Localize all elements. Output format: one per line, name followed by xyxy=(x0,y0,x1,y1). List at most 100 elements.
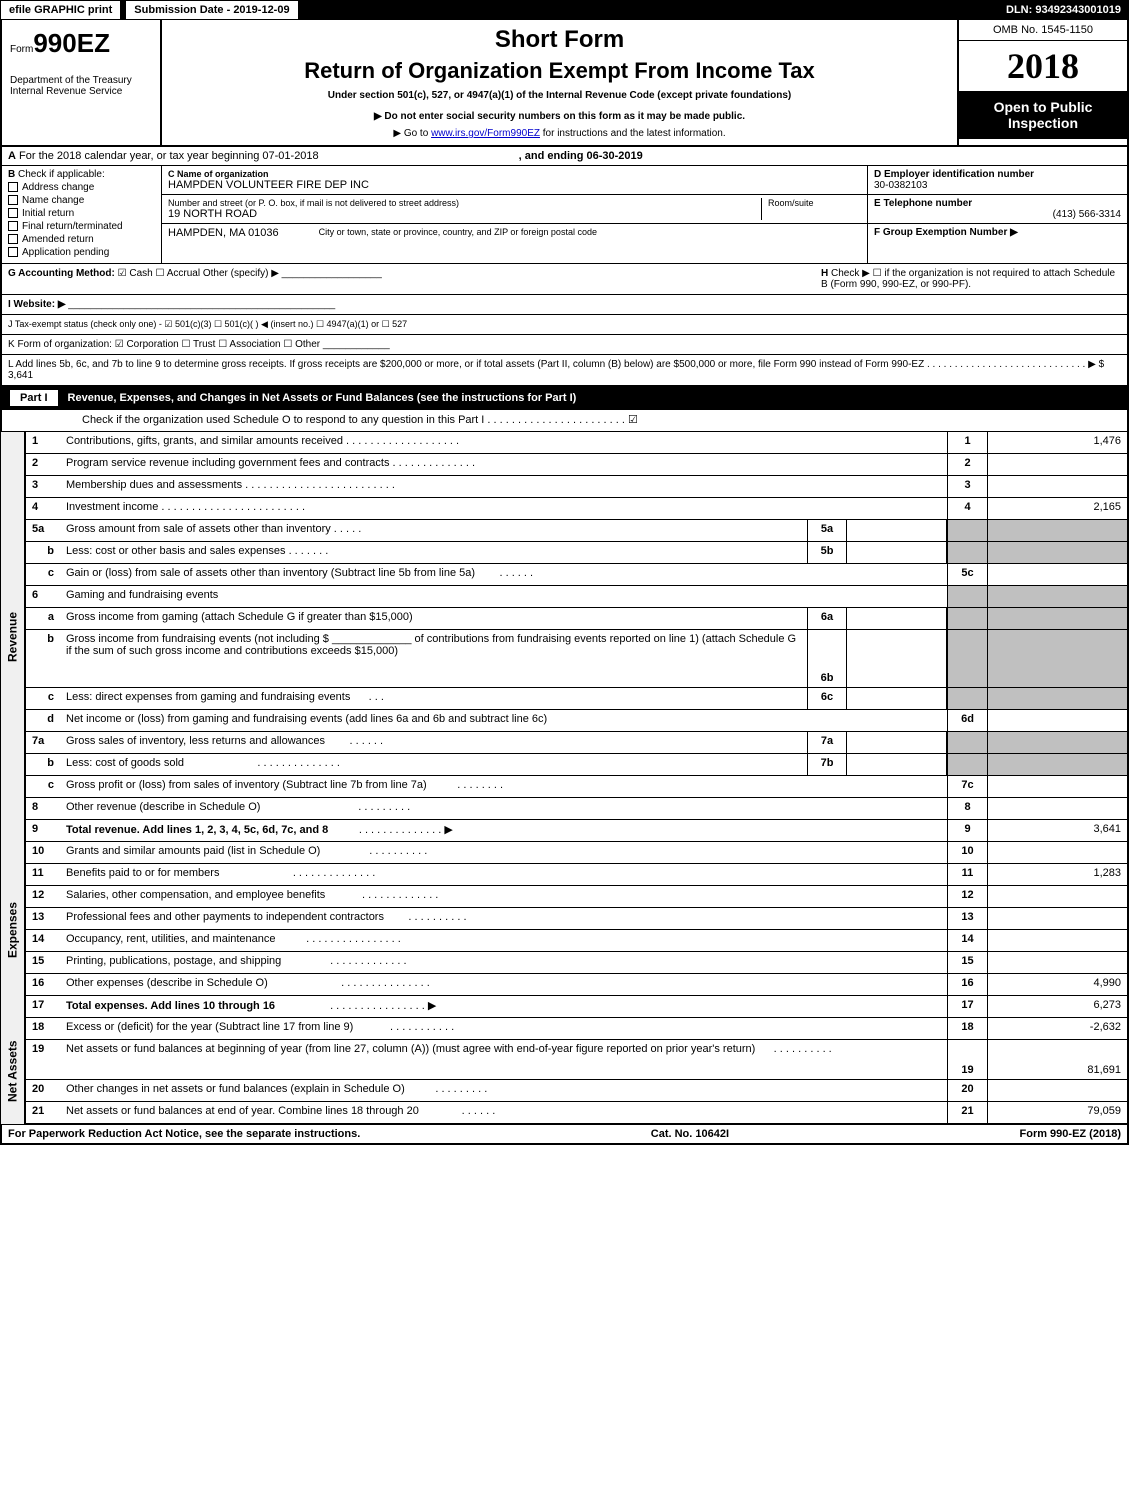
row-linenum: 10 xyxy=(947,842,987,863)
row-linenum: 13 xyxy=(947,908,987,929)
row-linenum xyxy=(947,520,987,541)
checkbox-amended-return[interactable]: Amended return xyxy=(8,234,155,245)
row-num: 8 xyxy=(26,798,60,819)
row-mid: 6b xyxy=(807,630,847,687)
row-amount xyxy=(987,542,1127,563)
row-linenum xyxy=(947,542,987,563)
row-linenum: 17 xyxy=(947,996,987,1017)
line-7b: b Less: cost of goods sold . . . . . . .… xyxy=(24,754,1129,776)
footer: For Paperwork Reduction Act Notice, see … xyxy=(0,1124,1129,1145)
row-amount xyxy=(987,930,1127,951)
row-num: c xyxy=(26,688,60,709)
row-linenum: 6d xyxy=(947,710,987,731)
line-6d: d Net income or (loss) from gaming and f… xyxy=(24,710,1129,732)
submission-date: Submission Date - 2019-12-09 xyxy=(125,0,298,20)
row-desc: Other expenses (describe in Schedule O) … xyxy=(60,974,947,995)
row-amount xyxy=(987,454,1127,475)
row-mid: 6c xyxy=(807,688,847,709)
line-6: 6 Gaming and fundraising events xyxy=(24,586,1129,608)
row-mid-val xyxy=(847,732,947,753)
line-12: 12 Salaries, other compensation, and emp… xyxy=(24,886,1129,908)
section-i: I Website: ▶ ___________________________… xyxy=(0,295,1129,315)
row-linenum: 18 xyxy=(947,1018,987,1039)
line-2: 2 Program service revenue including gove… xyxy=(24,454,1129,476)
row-desc: Professional fees and other payments to … xyxy=(60,908,947,929)
tax-year: 2018 xyxy=(959,41,1127,91)
row-linenum: 3 xyxy=(947,476,987,497)
section-g: G Accounting Method: ☑ Cash ☐ Accrual Ot… xyxy=(0,264,1129,295)
expenses-section: Expenses 10 Grants and similar amounts p… xyxy=(0,842,1129,1018)
row-amount: 81,691 xyxy=(987,1040,1127,1079)
row-linenum: 15 xyxy=(947,952,987,973)
checkbox-name-change[interactable]: Name change xyxy=(8,195,155,206)
short-form-title: Short Form xyxy=(168,26,951,54)
row-amount xyxy=(987,1080,1127,1101)
part-1-check-text: Check if the organization used Schedule … xyxy=(2,410,1127,431)
row-linenum xyxy=(947,630,987,687)
line-15: 15 Printing, publications, postage, and … xyxy=(24,952,1129,974)
return-title: Return of Organization Exempt From Incom… xyxy=(168,58,951,84)
row-num: 1 xyxy=(26,432,60,453)
row-desc: Gross income from gaming (attach Schedul… xyxy=(60,608,807,629)
footer-right: Form 990-EZ (2018) xyxy=(1020,1128,1121,1140)
row-num: 3 xyxy=(26,476,60,497)
city-value: HAMPDEN, MA 01036 xyxy=(168,227,279,239)
revenue-section: Revenue 1 Contributions, gifts, grants, … xyxy=(0,432,1129,842)
row-num: d xyxy=(26,710,60,731)
revenue-side-label: Revenue xyxy=(0,432,24,842)
row-desc: Gross income from fundraising events (no… xyxy=(60,630,807,687)
irs-link[interactable]: www.irs.gov/Form990EZ xyxy=(431,128,540,139)
top-bar: efile GRAPHIC print Submission Date - 20… xyxy=(0,0,1129,20)
row-desc: Gaming and fundraising events xyxy=(60,586,947,607)
row-num: 20 xyxy=(26,1080,60,1101)
row-num: 5a xyxy=(26,520,60,541)
section-a-ending: , and ending 06-30-2019 xyxy=(519,150,643,162)
row-mid-val xyxy=(847,688,947,709)
section-a: A For the 2018 calendar year, or tax yea… xyxy=(0,147,1129,166)
row-linenum: 11 xyxy=(947,864,987,885)
form-number: 990EZ xyxy=(33,28,110,58)
line-7a: 7a Gross sales of inventory, less return… xyxy=(24,732,1129,754)
row-desc: Excess or (deficit) for the year (Subtra… xyxy=(60,1018,947,1039)
goto-prefix: ▶ Go to xyxy=(393,128,431,139)
org-name: HAMPDEN VOLUNTEER FIRE DEP INC xyxy=(168,179,861,191)
row-num: 16 xyxy=(26,974,60,995)
checkbox-application-pending[interactable]: Application pending xyxy=(8,247,155,258)
section-b-label: B xyxy=(8,169,15,180)
checkbox-final-return[interactable]: Final return/terminated xyxy=(8,221,155,232)
row-amount xyxy=(987,886,1127,907)
c-label: C Name of organization xyxy=(168,169,861,179)
row-num: c xyxy=(26,776,60,797)
row-amount: 2,165 xyxy=(987,498,1127,519)
row-linenum: 2 xyxy=(947,454,987,475)
goto-instructions: ▶ Go to www.irs.gov/Form990EZ for instru… xyxy=(168,128,951,139)
line-10: 10 Grants and similar amounts paid (list… xyxy=(24,842,1129,864)
section-b: B Check if applicable: Address change Na… xyxy=(0,166,1129,264)
row-linenum xyxy=(947,586,987,607)
row-linenum: 9 xyxy=(947,820,987,841)
efile-print-button[interactable]: efile GRAPHIC print xyxy=(0,0,121,20)
row-num: b xyxy=(26,630,60,687)
header-left: Form990EZ Department of the Treasury Int… xyxy=(2,20,162,145)
footer-left: For Paperwork Reduction Act Notice, see … xyxy=(8,1128,360,1140)
checkbox-address-change[interactable]: Address change xyxy=(8,182,155,193)
checkbox-initial-return[interactable]: Initial return xyxy=(8,208,155,219)
row-desc: Gross profit or (loss) from sales of inv… xyxy=(60,776,947,797)
row-linenum: 1 xyxy=(947,432,987,453)
row-mid: 6a xyxy=(807,608,847,629)
line-16: 16 Other expenses (describe in Schedule … xyxy=(24,974,1129,996)
header-center: Short Form Return of Organization Exempt… xyxy=(162,20,957,145)
row-linenum: 4 xyxy=(947,498,987,519)
i-label: I Website: ▶ xyxy=(8,299,66,310)
k-text: K Form of organization: ☑ Corporation ☐ … xyxy=(8,339,320,350)
row-desc: Total revenue. Add lines 1, 2, 3, 4, 5c,… xyxy=(60,820,947,841)
row-mid: 5b xyxy=(807,542,847,563)
row-amount xyxy=(987,798,1127,819)
row-desc: Other changes in net assets or fund bala… xyxy=(60,1080,947,1101)
j-text: J Tax-exempt status (check only one) - ☑… xyxy=(8,319,407,329)
row-amount: 4,990 xyxy=(987,974,1127,995)
section-l: L Add lines 5b, 6c, and 7b to line 9 to … xyxy=(0,355,1129,386)
h-text: Check ▶ ☐ if the organization is not req… xyxy=(821,268,1115,290)
section-b-left: B Check if applicable: Address change Na… xyxy=(2,166,162,263)
row-mid-val xyxy=(847,754,947,775)
